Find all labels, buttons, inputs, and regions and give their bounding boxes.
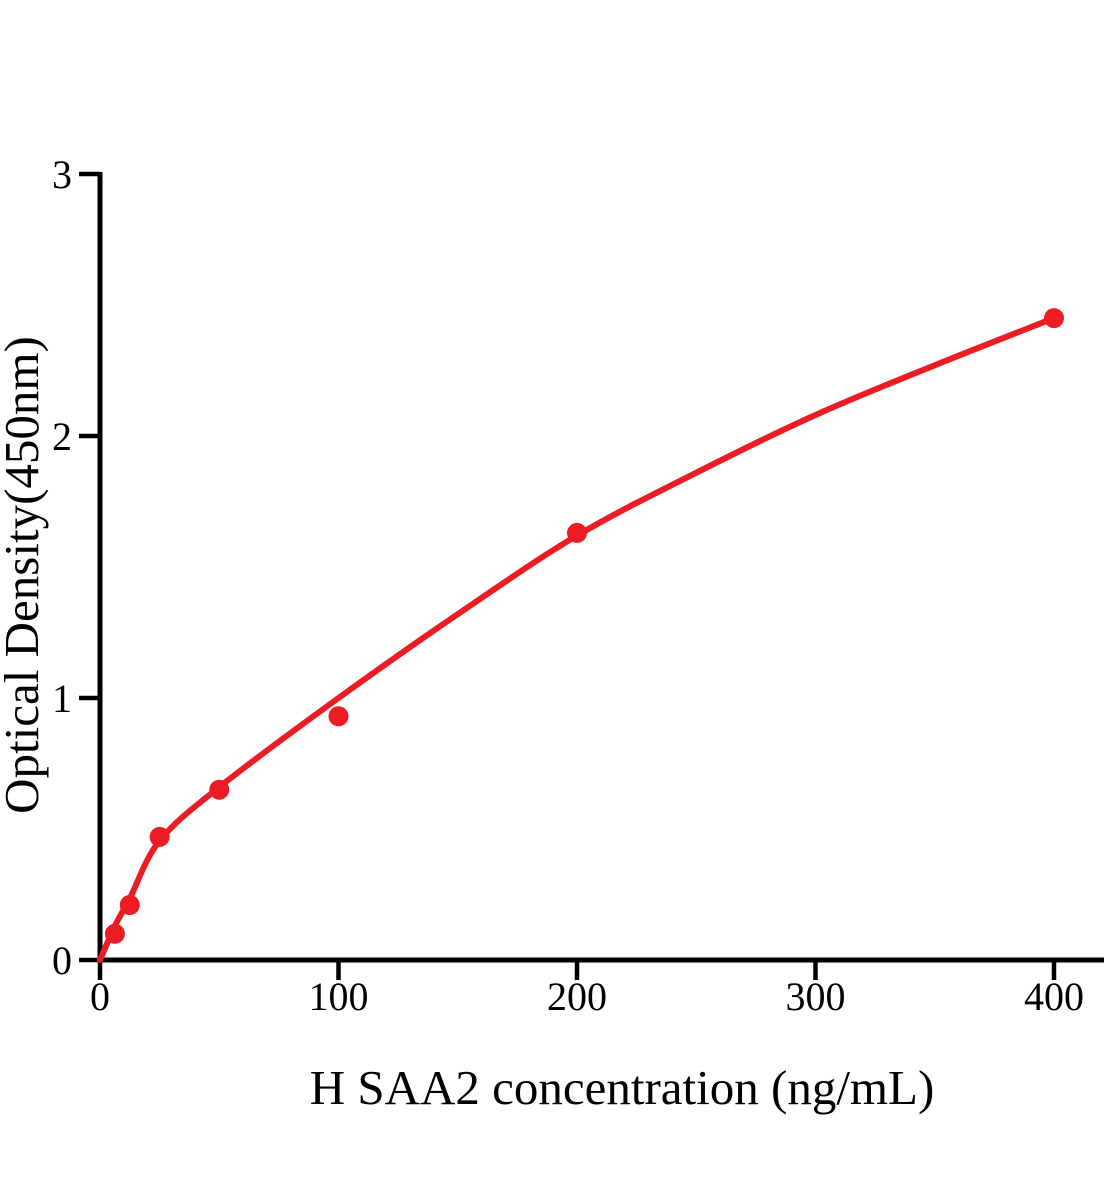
y-tick-label: 2 (52, 414, 72, 459)
data-point (567, 522, 587, 543)
y-tick-label: 0 (52, 938, 72, 983)
data-point (328, 706, 349, 727)
axes (97, 172, 1104, 963)
x-tick-label: 400 (1024, 974, 1084, 1019)
data-point (104, 923, 125, 944)
x-tick-label: 0 (90, 974, 110, 1019)
x-tick-label: 100 (309, 974, 369, 1019)
y-tick-label: 3 (52, 152, 72, 197)
data-points (104, 308, 1064, 944)
data-point (119, 895, 140, 915)
data-point (1044, 308, 1064, 329)
y-axis-title: Optical Density(450nm) (0, 336, 49, 814)
x-tick-label: 300 (786, 974, 846, 1019)
data-point (149, 826, 170, 847)
data-point (209, 779, 230, 800)
tick-marks (79, 171, 1057, 980)
fit-curve-line (97, 315, 1057, 963)
x-tick-label: 200 (547, 974, 607, 1019)
tick-labels: 0 1 2 3 0 100 200 300 400 (52, 152, 1084, 1019)
x-axis-title: H SAA2 concentration (ng/mL) (310, 1060, 935, 1115)
y-tick-label: 1 (52, 676, 72, 721)
